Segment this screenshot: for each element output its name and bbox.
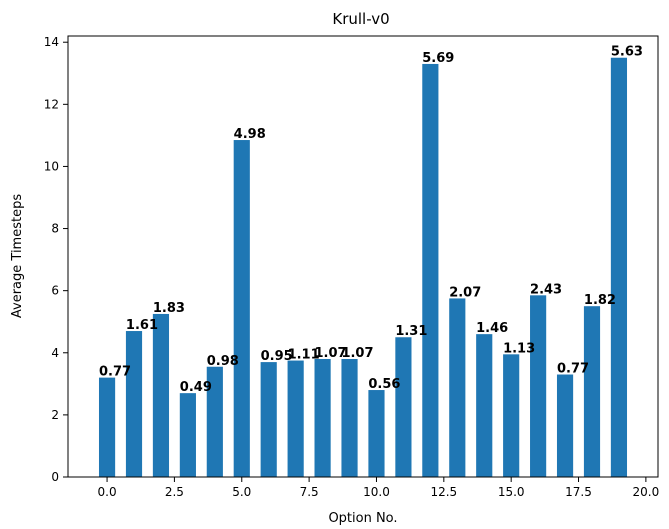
bar-18: [583, 306, 601, 477]
data-labels-group: 0.771.611.830.490.984.980.951.111.071.07…: [99, 45, 643, 395]
bar-value-label-5: 4.98: [234, 127, 266, 142]
bar-value-label-12: 5.69: [422, 51, 454, 66]
bar-13: [449, 298, 466, 477]
bar-11: [395, 337, 412, 477]
bar-value-label-15: 1.13: [503, 341, 535, 356]
bar-9: [341, 358, 358, 477]
bar-7: [287, 360, 304, 477]
bar-value-label-9: 1.07: [341, 346, 373, 361]
chart-title: Krull-v0: [332, 10, 389, 28]
bar-15: [503, 354, 520, 477]
bar-value-label-19: 5.63: [611, 45, 643, 60]
bar-8: [314, 358, 331, 477]
bar-5: [233, 140, 250, 477]
bar-value-label-2: 1.83: [153, 301, 185, 316]
bar-4: [206, 366, 223, 477]
x-tick-label: 5.0: [232, 485, 251, 499]
x-tick-label: 12.5: [430, 485, 457, 499]
y-tick-label: 12: [44, 97, 59, 111]
y-tick-label: 6: [51, 284, 59, 298]
bar-1: [125, 331, 143, 477]
bar-2: [152, 313, 170, 477]
x-tick-label: 10.0: [363, 485, 390, 499]
y-axis: 0 2 4 6 8 10 12 14: [44, 35, 68, 484]
bar-value-label-8: 1.07: [315, 346, 347, 361]
y-tick-label: 0: [51, 470, 59, 484]
x-tick-label: 0.0: [98, 485, 117, 499]
x-tick-label: 20.0: [633, 485, 660, 499]
y-tick-label: 10: [44, 159, 59, 173]
y-tick-label: 14: [44, 35, 59, 49]
bar-value-label-13: 2.07: [449, 285, 481, 300]
bar-16: [530, 295, 547, 477]
bar-value-label-6: 0.95: [261, 349, 293, 364]
bar-value-label-7: 1.11: [288, 348, 320, 363]
bar-14: [476, 334, 493, 477]
bar-6: [260, 362, 277, 477]
bar-value-label-11: 1.31: [395, 324, 427, 339]
bar-value-label-4: 0.98: [207, 354, 239, 369]
bar-10: [368, 390, 385, 477]
x-tick-label: 17.5: [565, 485, 592, 499]
bar-value-label-14: 1.46: [476, 321, 508, 336]
bar-17: [556, 374, 574, 477]
y-tick-label: 8: [51, 222, 59, 236]
x-tick-label: 7.5: [300, 485, 319, 499]
y-tick-label: 2: [51, 408, 59, 422]
bars-group: [98, 57, 628, 477]
bar-value-label-18: 1.82: [584, 293, 616, 308]
bar-3: [179, 393, 196, 477]
x-axis: 0.0 2.5 5.0 7.5 10.0 12.5 15.0 17.5 20.0: [98, 477, 660, 499]
bar-value-label-17: 0.77: [557, 362, 589, 377]
bar-0: [98, 377, 116, 477]
bar-value-label-3: 0.49: [180, 380, 212, 395]
bar-value-label-1: 1.61: [126, 318, 158, 333]
y-axis-title: Average Timesteps: [10, 194, 25, 318]
bar-value-label-16: 2.43: [530, 282, 562, 297]
y-tick-label: 4: [51, 346, 59, 360]
bar-value-label-0: 0.77: [99, 365, 131, 380]
x-axis-title: Option No.: [328, 511, 397, 526]
x-tick-label: 15.0: [498, 485, 525, 499]
bar-12: [422, 63, 439, 477]
bar-value-label-10: 0.56: [368, 377, 400, 392]
bar-19: [610, 57, 628, 477]
plot-frame: [67, 35, 659, 478]
x-tick-label: 2.5: [165, 485, 184, 499]
